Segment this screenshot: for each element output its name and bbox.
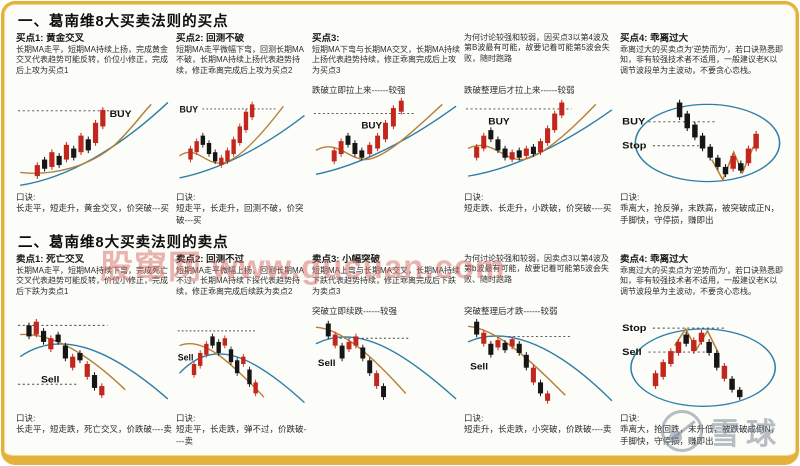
sell4-heading: 卖点4: 乖离过大: [620, 254, 689, 265]
mnemonic-text: 长走平，短走跌，死亡交叉，价跌破----卖: [16, 424, 172, 435]
sell3-mnemonic: 口诀: 短走升，长走跌，小突破，价跌破----卖: [464, 413, 616, 451]
buy2-heading: 买点2: 回测不破: [176, 33, 245, 44]
buy1-mnemonic: 口诀: 长走平，短走升，黄金交叉，价突破---买: [16, 192, 172, 230]
candlestick-chart-buy3: BUY: [312, 97, 460, 189]
buy3b-description: 为何讨论较强和较弱，因买点3以第4波及第B波最有可能，故要记着可能第5波会失败，…: [464, 33, 610, 63]
candlestick-chart-buy5: BUY Stop: [620, 97, 784, 189]
buy1-heading: 买点1: 黄金交叉: [16, 33, 85, 44]
sell1-heading: 卖点1: 死亡交叉: [16, 254, 85, 265]
candlestick-chart-sell1: Sell: [16, 318, 172, 410]
buy3-mnemonic: 口诀: 短走跌、长走升，小跌破，价突破----买: [464, 192, 616, 230]
candlestick-chart-sell4: Sell: [464, 318, 616, 410]
mnemonic-label: 口诀:: [176, 413, 196, 423]
candlestick-chart-sell2: Sell: [176, 318, 308, 410]
svg-text:BUY: BUY: [488, 117, 510, 127]
candlestick-chart-buy4: BUY: [464, 97, 616, 189]
candlestick-chart-buy2: BUY: [176, 97, 308, 189]
buy4-mnemonic: 口诀: 乖离大，抢反弹，末跌高，被突破成正N，手脚快，守停损，赚即出: [620, 192, 784, 230]
mnemonic-label: 口诀:: [176, 192, 196, 202]
mnemonic-label: 口诀:: [620, 413, 640, 423]
buy3-mnemonic-empty: [312, 192, 460, 230]
svg-text:Sell: Sell: [41, 375, 60, 385]
buy3-heading: 买点3:: [312, 33, 340, 44]
svg-text:Sell: Sell: [622, 348, 642, 358]
mnemonic-text: 短走平，长走升，回测不破，价突破---买: [176, 203, 304, 225]
buy3-weak-note: 跌破整理后才拉上来------较弱: [464, 85, 575, 95]
sell-columns: 卖点1: 死亡交叉 长期MA走平，短期MA持续下弯，完成死亡交叉代表趋势可能反转…: [16, 254, 788, 451]
candlestick-chart-sell3: Sell: [312, 318, 460, 410]
buy3-description: 短期MA下弯与长期MA交叉，长期MA持续上扬代表趋势持续，修正乖离完成后上攻为买…: [312, 44, 460, 75]
svg-text:BUY: BUY: [110, 110, 132, 120]
sell-point-4-panel: 卖点4: 乖离过大 乖离过大的买卖点为'逆势而为'，若口诀熟悉即知，非有较强技术…: [620, 254, 784, 451]
buy2-mnemonic: 口诀: 短走平，长走升，回测不破，价突破---买: [176, 192, 308, 230]
buy3-strong-note: 跌破立即拉上来------较强: [312, 85, 406, 95]
svg-text:Stop: Stop: [622, 141, 646, 151]
svg-text:BUY: BUY: [361, 121, 382, 132]
sell2-description: 短期MA走平微幅上扬，回测长期MA不过，长期MA持续下探代表趋势持续，修正乖离完…: [176, 265, 304, 296]
buy-section-title: 一、葛南维8大买卖法则的买点: [18, 14, 229, 30]
sell3-heading: 卖点3: 小幅突破: [312, 254, 381, 265]
mnemonic-text: 乖离大，抢反弹，末跌高，被突破成正N，手脚快，守停损，赚即出: [620, 203, 780, 225]
sell-points-section: 二、葛南维8大买卖法则的卖点 卖点1: 死亡交叉 长期MA走平，短期MA持续下弯…: [16, 231, 788, 451]
sell-point-3-weak-panel: 为何讨论较强和较弱，因卖点3以第4波及第b波最有可能，故要记着可能第5波会失败、…: [464, 254, 616, 451]
buy-point-3-weak-panel: 为何讨论较强和较弱，因买点3以第4波及第B波最有可能，故要记着可能第5波会失败，…: [464, 33, 616, 230]
mnemonic-text: 长走平，短走升，黄金交叉，价突破---买: [16, 203, 169, 214]
sell4-description: 乖离过大的买卖点为'逆势而为'，若口诀熟悉即知，非有较强技术者不适用，一般建议老…: [620, 265, 784, 296]
sell-point-3-strong-panel: 卖点3: 小幅突破 短期MA上弯与长期MA交叉，长期MA持续下跌代表趋势持续，修…: [312, 254, 460, 451]
mnemonic-label: 口诀:: [464, 413, 484, 423]
sell2-mnemonic: 口诀: 短走平，长走跌，弹不过，价跌破----卖: [176, 413, 308, 451]
buy-point-2-panel: 买点2: 回测不破 短期MA走平微幅下弯，回测长期MA不破，长期MA持续上扬代表…: [176, 33, 308, 230]
sell-point-2-panel: 卖点2: 回测不过 短期MA走平微幅上扬，回测长期MA不过，长期MA持续下探代表…: [176, 254, 308, 451]
mnemonic-text: 短走平，长走跌，弹不过，价跌破----卖: [176, 424, 307, 446]
mnemonic-text: 短走跌、长走升，小跌破，价突破----买: [464, 203, 612, 214]
sell2-heading: 卖点2: 回测不过: [176, 254, 245, 265]
diagram-content: 一、葛南维8大买卖法则的买点 买点1: 黄金交叉 长期MA走平，短期MA持续上扬…: [16, 9, 788, 454]
candlestick-chart-buy1: BUY: [16, 97, 172, 189]
sell1-description: 长期MA走平，短期MA持续下弯，完成死亡交叉代表趋势可能反转，价位小修正，完成后…: [16, 265, 168, 296]
buy1-description: 长期MA走平，短期MA持续上扬，完成黄金交叉代表趋势可能反转，价位小修正，完成后…: [16, 44, 168, 75]
sell-section-title: 二、葛南维8大买卖法则的卖点: [18, 235, 229, 251]
svg-text:BUY: BUY: [622, 117, 645, 127]
buy-columns: 买点1: 黄金交叉 长期MA走平，短期MA持续上扬，完成黄金交叉代表趋势可能反转…: [16, 33, 788, 230]
svg-text:BUY: BUY: [180, 104, 199, 114]
candlestick-chart-sell5: Stop Sell: [620, 318, 784, 410]
buy4-heading: 买点4: 乖离过大: [620, 33, 689, 44]
buy-points-section: 一、葛南维8大买卖法则的买点 买点1: 黄金交叉 长期MA走平，短期MA持续上扬…: [16, 10, 788, 230]
buy-point-1-panel: 买点1: 黄金交叉 长期MA走平，短期MA持续上扬，完成黄金交叉代表趋势可能反转…: [16, 33, 172, 230]
svg-text:Sell: Sell: [178, 352, 194, 362]
sell3-strong-note: 突破立即续跌------较强: [312, 306, 397, 316]
svg-text:Sell: Sell: [470, 362, 488, 372]
buy-point-4-panel: 买点4: 乖离过大 乖离过大的买卖点为'逆势而为'，若口诀熟悉即知，非有较强技术…: [620, 33, 784, 230]
mnemonic-text: 短走升，长走跌，小突破，价跌破----卖: [464, 424, 612, 435]
sell3-weak-note: 突破整理后才跌------较弱: [464, 306, 558, 316]
sell4-mnemonic: 口诀: 乖离大，抢回跌，末升低，被跌破成倒N，手脚快，守停损，赚即出: [620, 413, 784, 451]
buy4-description: 乖离过大的买卖点为'逆势而为'，若口诀熟悉即知，非有较强技术者不适用，一般建议老…: [620, 44, 784, 75]
sell3b-description: 为何讨论较强和较弱，因卖点3以第4波及第b波最有可能，故要记着可能第5波会失败、…: [464, 254, 609, 284]
mnemonic-label: 口诀:: [464, 192, 484, 202]
mnemonic-label: 口诀:: [16, 413, 36, 423]
svg-text:Stop: Stop: [622, 324, 646, 334]
mnemonic-label: 口诀:: [16, 192, 36, 202]
sell3-mnemonic-empty: [312, 413, 460, 451]
sell3-description: 短期MA上弯与长期MA交叉，长期MA持续下跌代表趋势持续，修正乖离完成后下跌为卖…: [312, 265, 460, 296]
mnemonic-text: 乖离大，抢回跌，末升低，被跌破成倒N，手脚快，守停损，赚即出: [620, 424, 780, 446]
sell-point-1-panel: 卖点1: 死亡交叉 长期MA走平，短期MA持续下弯，完成死亡交叉代表趋势可能反转…: [16, 254, 172, 451]
mnemonic-label: 口诀:: [620, 192, 640, 202]
buy2-description: 短期MA走平微幅下弯，回测长期MA不破，长期MA持续上扬代表趋势持续，修正乖离完…: [176, 44, 304, 75]
sell1-mnemonic: 口诀: 长走平，短走跌，死亡交叉，价跌破----卖: [16, 413, 172, 451]
svg-text:Sell: Sell: [318, 358, 336, 369]
buy-point-3-strong-panel: 买点3: 短期MA下弯与长期MA交叉，长期MA持续上扬代表趋势持续，修正乖离完成…: [312, 33, 460, 230]
